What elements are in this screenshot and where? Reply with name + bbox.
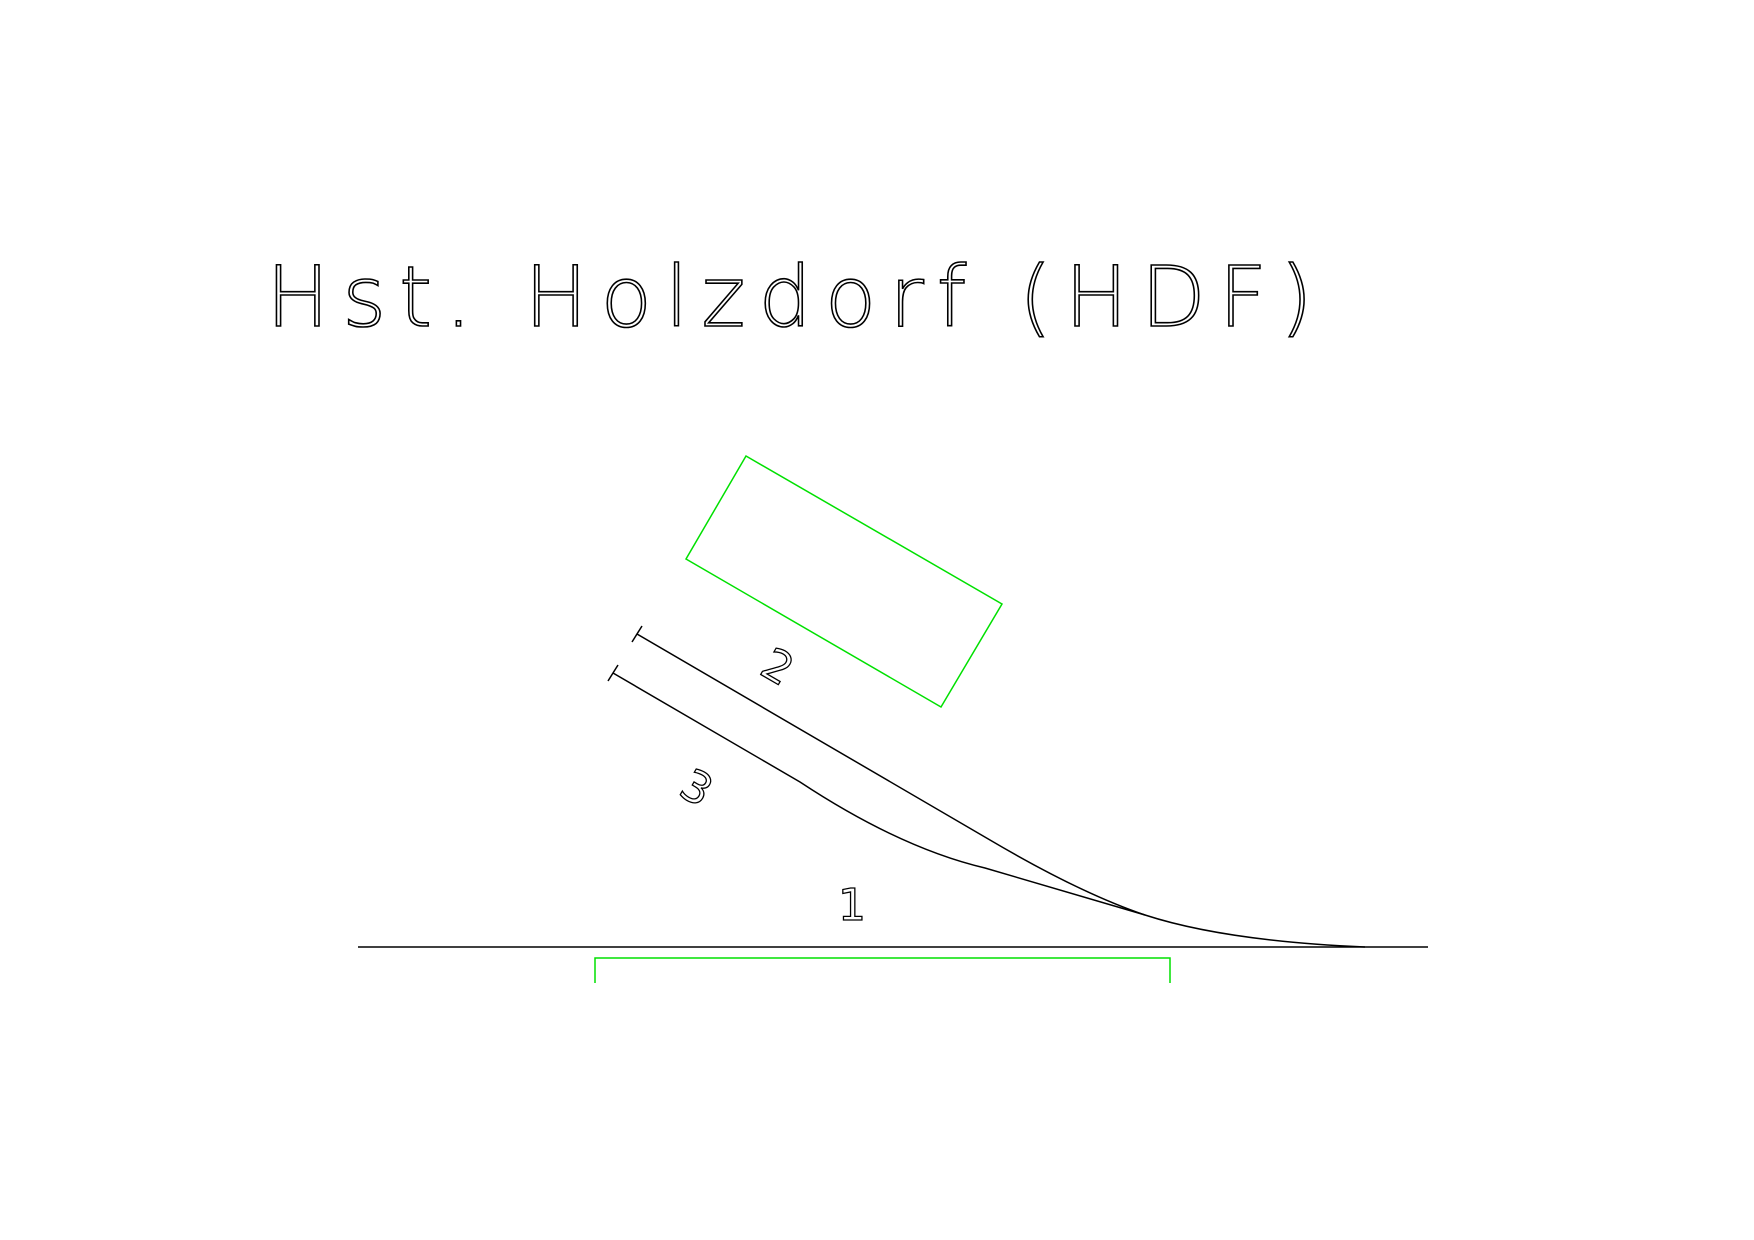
- station-building: [684, 454, 1004, 709]
- station-title: Hst. Holzdorf (HDF): [266, 248, 1325, 346]
- platform-track-1: [594, 957, 1171, 983]
- track-label-2: 2: [752, 638, 802, 696]
- buffer-stop-track-2: [631, 625, 643, 643]
- siding-track-3: [612, 672, 1146, 916]
- buffer-stop-track-3: [607, 664, 619, 682]
- track-label-1: 1: [838, 880, 866, 931]
- track-label-3: 3: [671, 759, 721, 817]
- siding-track-2: [636, 633, 1366, 948]
